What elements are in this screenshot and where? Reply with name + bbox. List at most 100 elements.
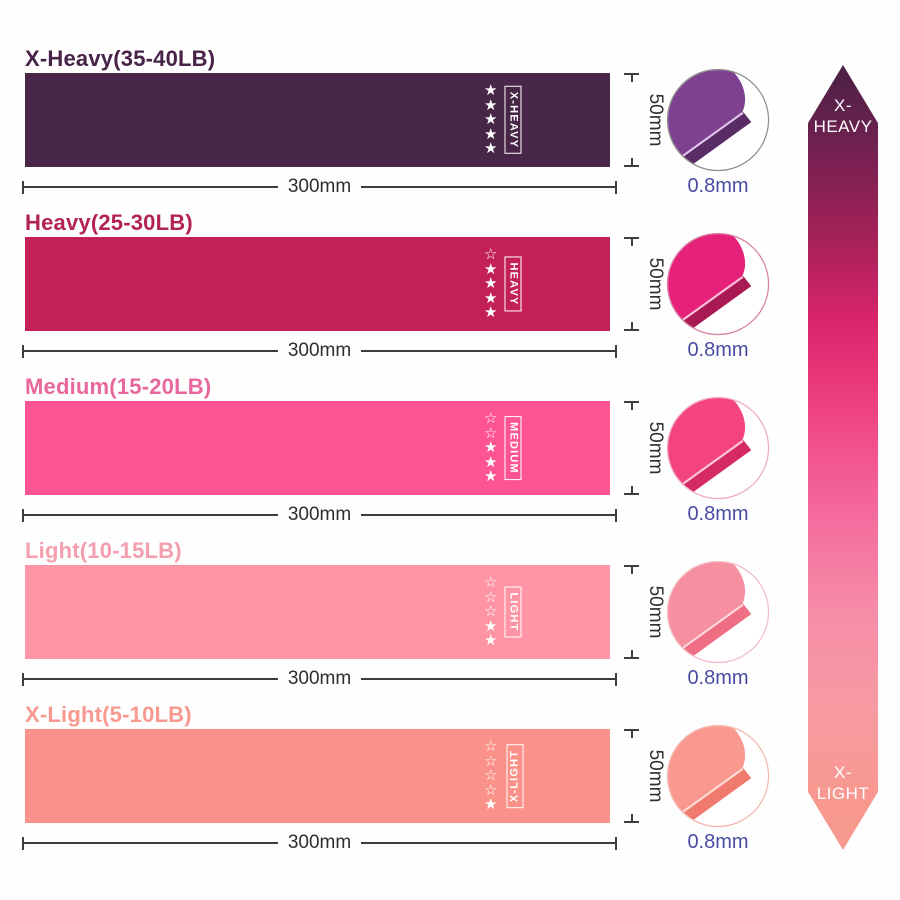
height-dimension: 50mm	[624, 237, 672, 331]
tick-mark	[624, 657, 639, 659]
star-rating: ☆ ☆ ☆ ★ ★	[484, 575, 498, 649]
band-tag-rotated: LIGHT	[504, 586, 524, 638]
star-icon: ☆	[484, 588, 498, 606]
tick-stub	[630, 814, 633, 821]
tick-mark	[22, 672, 24, 686]
star-icon: ★	[484, 438, 498, 456]
tick-mark	[624, 493, 639, 495]
height-dimension-label: 50mm	[645, 585, 666, 639]
dimension-line	[361, 350, 616, 352]
scale-bottom-label: X- LIGHT	[816, 763, 870, 803]
band-fold-top	[668, 726, 746, 826]
width-dimension-label: 300mm	[287, 340, 352, 361]
star-rating: ☆ ☆ ★ ★ ★	[484, 409, 498, 485]
band-title: Heavy(25-30LB)	[25, 210, 193, 235]
thickness-label: 0.8mm	[687, 503, 749, 525]
band-title: X-Light(5-10LB)	[25, 702, 192, 727]
width-dimension-label: 300mm	[287, 832, 352, 853]
tick-mark	[624, 729, 639, 731]
width-dimension: 300mm	[22, 340, 618, 361]
band-swatch: ★ ★ ★ ★ ★ X-HEAVY	[25, 73, 610, 167]
band-tag-rotated: MEDIUM	[504, 416, 524, 480]
thickness-label: 0.8mm	[687, 339, 749, 361]
dimension-line	[24, 842, 278, 844]
star-icon: ☆	[484, 245, 498, 263]
band-thickness-photo	[666, 396, 770, 500]
star-icon: ★	[484, 96, 498, 114]
band-section-x-light: X-Light(5-10LB) ☆ ☆ ☆ ☆ ★ X-LIGHT 50mm 300mm…	[0, 702, 790, 866]
tick-mark	[615, 672, 618, 686]
height-dimension-label: 50mm	[645, 749, 666, 803]
band-tag-label: HEAVY	[504, 256, 522, 312]
tick-mark	[624, 73, 639, 75]
band-tag-label: X-LIGHT	[506, 743, 524, 809]
star-icon: ☆	[484, 752, 498, 770]
width-dimension-label: 300mm	[287, 504, 352, 525]
star-icon: ★	[484, 274, 498, 292]
tick-mark	[624, 821, 639, 823]
width-dimension: 300mm	[22, 504, 618, 525]
star-icon: ★	[484, 467, 498, 485]
tick-mark	[615, 508, 618, 522]
band-tag-label: MEDIUM	[504, 416, 522, 480]
band-tag-label: LIGHT	[504, 586, 522, 638]
tick-mark	[615, 344, 618, 358]
star-icon: ☆	[484, 602, 498, 620]
tick-stub	[630, 403, 633, 410]
tick-stub	[630, 158, 633, 165]
tick-mark	[22, 836, 24, 850]
height-dimension: 50mm	[624, 565, 672, 659]
band-tag-rotated: X-LIGHT	[505, 743, 524, 809]
band-section-light: Light(10-15LB) ☆ ☆ ☆ ★ ★ LIGHT 50mm 300mm 0.…	[0, 538, 790, 702]
width-dimension: 300mm	[22, 668, 618, 689]
thickness-label: 0.8mm	[687, 667, 749, 689]
height-dimension-label: 50mm	[645, 421, 666, 475]
star-icon: ☆	[484, 766, 498, 784]
tick-stub	[630, 650, 633, 657]
star-icon: ★	[484, 617, 498, 635]
star-icon: ★	[484, 631, 498, 649]
band-tag-rotated: HEAVY	[504, 256, 524, 312]
tick-stub	[630, 75, 633, 82]
star-icon: ☆	[484, 424, 498, 442]
band-section-x-heavy: X-Heavy(35-40LB) ★ ★ ★ ★ ★ X-HEAVY 50mm 300m…	[0, 46, 790, 210]
band-tag-label: X-HEAVY	[504, 85, 522, 155]
dimension-line	[361, 514, 616, 516]
scale-top-label: X- HEAVY	[813, 96, 873, 136]
tick-mark	[624, 329, 639, 331]
dimension-line	[24, 678, 278, 680]
tick-mark	[615, 180, 618, 194]
width-dimension-label: 300mm	[287, 176, 352, 197]
width-dimension-label: 300mm	[287, 668, 352, 689]
dimension-line	[361, 678, 616, 680]
band-fold-top	[668, 70, 746, 170]
star-icon: ★	[484, 139, 498, 157]
thickness-label: 0.8mm	[687, 175, 749, 197]
thickness-label: 0.8mm	[687, 831, 749, 853]
band-thickness-photo	[666, 232, 770, 336]
dimension-line	[24, 350, 278, 352]
star-icon: ★	[484, 303, 498, 321]
band-fold-top	[668, 234, 746, 334]
height-dimension-label: 50mm	[645, 257, 666, 311]
tick-mark	[22, 508, 24, 522]
tick-stub	[630, 322, 633, 329]
band-fold-top	[668, 562, 746, 662]
width-dimension: 300mm	[22, 176, 618, 197]
tick-mark	[22, 180, 24, 194]
tick-stub	[630, 731, 633, 738]
star-icon: ★	[484, 795, 498, 813]
band-section-heavy: Heavy(25-30LB) ☆ ★ ★ ★ ★ HEAVY 50mm 300mm 0.…	[0, 210, 790, 374]
star-icon: ☆	[484, 409, 498, 427]
star-icon: ★	[484, 125, 498, 143]
band-fold-top	[668, 398, 746, 498]
star-icon: ★	[484, 81, 498, 99]
tick-mark	[624, 165, 639, 167]
height-dimension: 50mm	[624, 73, 672, 167]
star-rating: ☆ ☆ ☆ ☆ ★	[484, 739, 498, 813]
tick-stub	[630, 567, 633, 574]
dimension-line	[24, 514, 278, 516]
band-swatch: ☆ ☆ ★ ★ ★ MEDIUM	[25, 401, 610, 495]
tick-mark	[624, 565, 639, 567]
height-dimension: 50mm	[624, 401, 672, 495]
